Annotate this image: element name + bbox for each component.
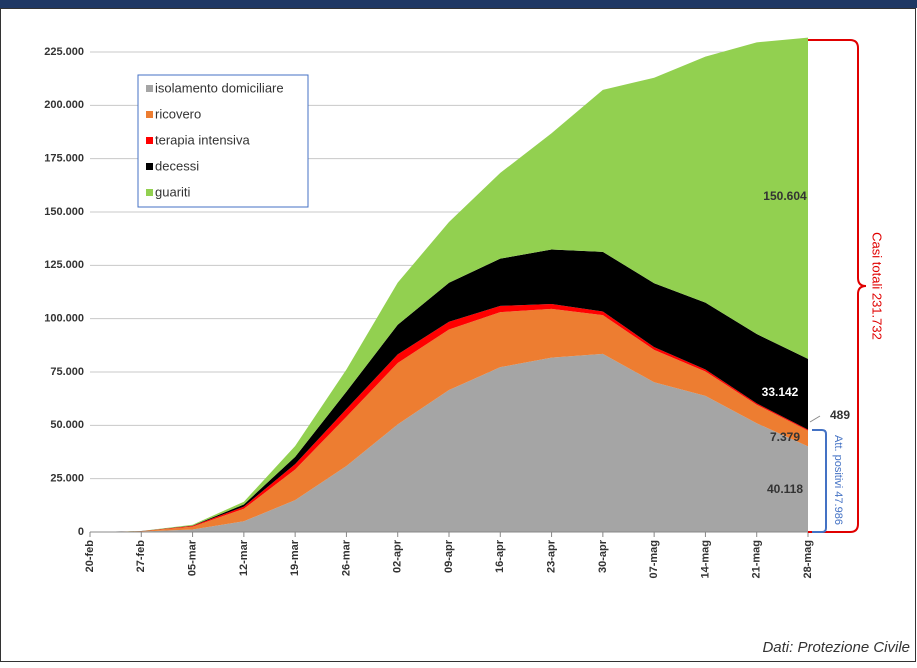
y-tick-label: 50.000 <box>50 419 84 431</box>
x-tick-label: 20-feb <box>84 540 96 573</box>
x-tick-label: 23-apr <box>545 539 557 573</box>
legend: isolamento domiciliare ricovero terapia in… <box>146 80 284 199</box>
active-label: Att. positivi 47.986 <box>832 435 844 525</box>
legend-swatch <box>146 189 153 196</box>
x-tick-label: 07-mag <box>648 540 660 579</box>
total-bracket <box>808 39 867 533</box>
area <box>90 308 808 532</box>
active-bracket <box>812 429 827 533</box>
y-tick-label: 0 <box>78 526 84 538</box>
legend-label: ricovero <box>155 106 201 121</box>
data-label: 150.604 <box>763 189 807 203</box>
x-tick-label: 28-mag <box>802 540 814 579</box>
x-tick-label: 30-apr <box>597 539 609 573</box>
x-tick-label: 19-mar <box>289 539 301 576</box>
x-tick-label: 21-mag <box>751 540 763 579</box>
y-tick-label: 200.000 <box>44 99 84 111</box>
area <box>90 249 808 532</box>
legend-label: terapia intensiva <box>155 132 250 147</box>
y-tick-label: 125.000 <box>44 259 84 271</box>
x-tick-label: 05-mar <box>186 539 198 576</box>
legend-label: decessi <box>155 158 199 173</box>
x-tick-label: 26-mar <box>340 539 352 576</box>
x-tick-label: 02-apr <box>392 539 404 573</box>
legend-swatch <box>146 137 153 144</box>
y-tick-label: 75.000 <box>50 366 84 378</box>
axes: 0 25.000 50.000 75.000 100.000 125.000 150.000… <box>44 46 814 579</box>
data-label: 489 <box>830 408 850 422</box>
y-tick-label: 100.000 <box>44 313 84 325</box>
areas <box>90 37 808 533</box>
label-leader <box>809 415 821 423</box>
legend-label: isolamento domiciliare <box>155 80 284 95</box>
x-tick-label: 14-mag <box>699 540 711 579</box>
data-label: 40.118 <box>767 482 803 496</box>
frame <box>0 8 916 662</box>
x-tick-label: 09-apr <box>443 539 455 573</box>
data-label: 33.142 <box>762 385 799 399</box>
y-tick-label: 175.000 <box>44 153 84 165</box>
data-label: 7.379 <box>770 430 800 444</box>
legend-box <box>137 74 309 208</box>
y-tick-label: 225.000 <box>44 46 84 58</box>
x-tick-label: 16-apr <box>494 539 506 573</box>
y-tick-label: 25.000 <box>50 473 84 485</box>
area <box>90 353 808 532</box>
area <box>90 37 808 533</box>
source-note: Dati: Protezione Civile <box>762 639 910 656</box>
legend-swatch <box>146 163 153 170</box>
total-label: Casi totali 231.732 <box>870 232 885 340</box>
y-tick-label: 150.000 <box>44 206 84 218</box>
x-tick-label: 27-feb <box>135 540 147 573</box>
legend-swatch <box>146 111 153 118</box>
legend-swatch <box>146 85 153 92</box>
x-tick-label: 12-mar <box>238 539 250 576</box>
header-bar <box>0 0 917 8</box>
legend-label: guariti <box>155 184 191 199</box>
